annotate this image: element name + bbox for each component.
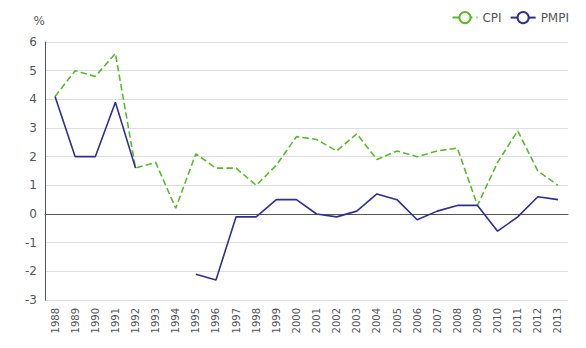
- svg-text:2: 2: [29, 150, 37, 164]
- svg-text:2004: 2004: [371, 308, 382, 333]
- svg-text:2003: 2003: [351, 308, 362, 333]
- svg-text:0: 0: [29, 207, 37, 221]
- svg-text:2000: 2000: [291, 308, 302, 333]
- svg-text:%: %: [34, 14, 45, 28]
- svg-text:2006: 2006: [412, 308, 423, 333]
- svg-text:PMPI: PMPI: [541, 11, 569, 25]
- svg-text:1989: 1989: [70, 308, 81, 333]
- svg-text:1988: 1988: [50, 308, 61, 333]
- svg-text:2007: 2007: [432, 308, 443, 333]
- svg-text:1: 1: [29, 178, 37, 192]
- svg-text:4: 4: [29, 92, 37, 106]
- svg-text:-2: -2: [25, 264, 37, 278]
- svg-text:1999: 1999: [271, 308, 282, 333]
- svg-text:2012: 2012: [532, 308, 543, 333]
- svg-text:5: 5: [29, 64, 37, 78]
- svg-text:1998: 1998: [251, 308, 262, 333]
- svg-text:-3: -3: [25, 293, 37, 307]
- svg-text:1995: 1995: [190, 308, 201, 333]
- svg-text:1997: 1997: [231, 308, 242, 333]
- svg-text:1991: 1991: [110, 308, 121, 333]
- svg-text:2005: 2005: [392, 308, 403, 333]
- svg-text:2008: 2008: [452, 308, 463, 333]
- svg-text:1993: 1993: [150, 308, 161, 333]
- svg-text:2010: 2010: [492, 308, 503, 333]
- svg-text:CPI: CPI: [482, 11, 501, 25]
- svg-text:1992: 1992: [130, 308, 141, 333]
- svg-text:2009: 2009: [472, 308, 483, 333]
- svg-text:2011: 2011: [512, 308, 523, 333]
- svg-text:1996: 1996: [210, 308, 221, 333]
- svg-text:2002: 2002: [331, 308, 342, 333]
- svg-text:1990: 1990: [90, 308, 101, 333]
- svg-text:3: 3: [29, 121, 37, 135]
- svg-text:2001: 2001: [311, 308, 322, 333]
- svg-text:1994: 1994: [170, 308, 181, 333]
- svg-text:-1: -1: [25, 236, 37, 250]
- svg-text:6: 6: [29, 35, 37, 49]
- svg-text:2013: 2013: [552, 308, 563, 333]
